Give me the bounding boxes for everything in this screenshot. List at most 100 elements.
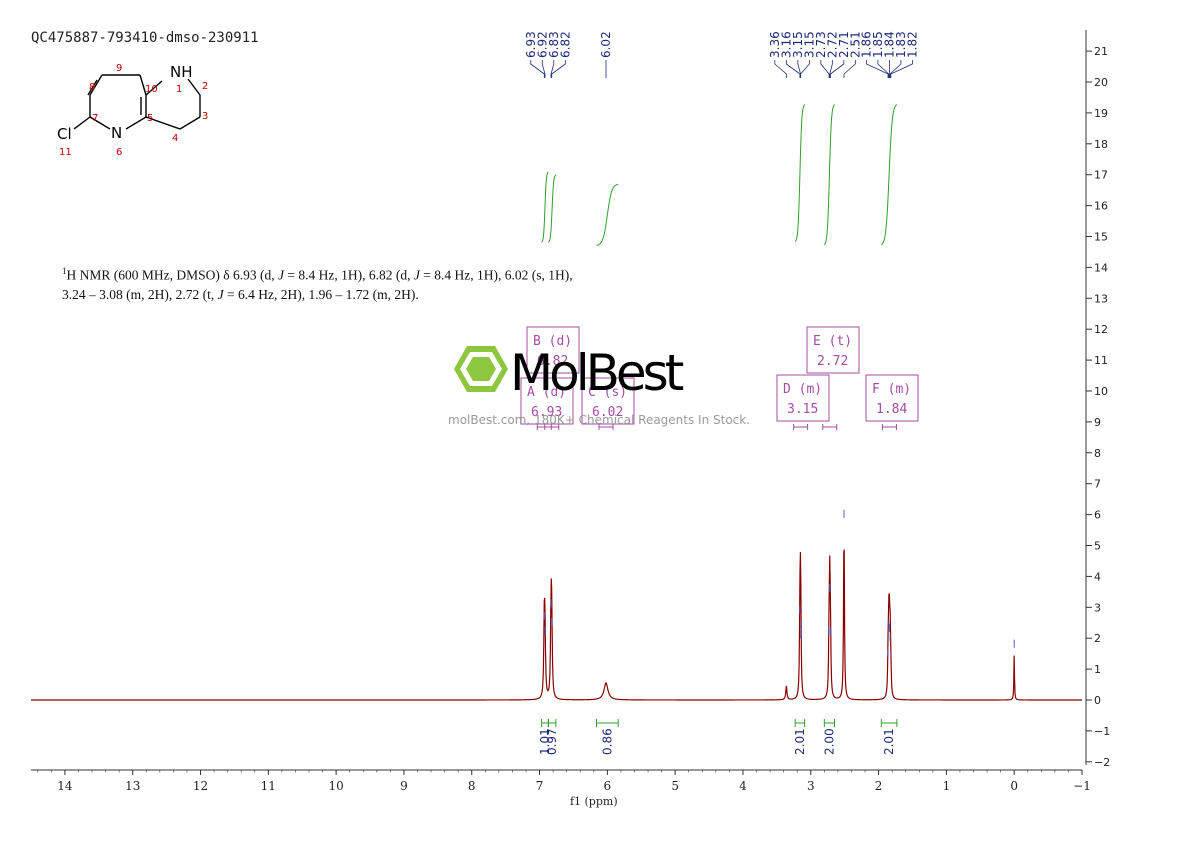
desc-part: 3.24 – 3.08 (m, 2H), 2.72 (t, — [62, 286, 218, 302]
nmr-description: 1H NMR (600 MHz, DMSO) δ 6.93 (d, J = 8.… — [62, 262, 642, 304]
y-tick-label: 1 — [1094, 663, 1101, 676]
watermark-tagline: molBest.com, 180K+ Chemical Reagents In … — [448, 413, 751, 427]
multiplet-shift: 6.82 — [537, 354, 568, 369]
desc-part: H NMR (600 MHz, DMSO) δ 6.93 (d, — [66, 267, 278, 283]
integral-curve — [548, 174, 557, 243]
atom-n: N — [111, 124, 122, 142]
x-tick-label: 4 — [739, 779, 747, 793]
bond — [179, 116, 201, 130]
x-tick-label: 0 — [1010, 779, 1018, 793]
peak-connector — [550, 60, 555, 78]
integral-value: 1.01 — [538, 728, 552, 755]
x-tick-label: 11 — [261, 779, 276, 793]
y-tick-label: −1 — [1094, 725, 1110, 738]
integral-curve — [823, 104, 835, 246]
x-axis-label: f1 (ppm) — [570, 795, 618, 808]
molbest-logo-icon — [454, 346, 508, 392]
multiplet-label: C (s) — [588, 385, 627, 400]
atom-number: 2 — [202, 81, 208, 92]
peak-connector — [877, 60, 890, 78]
multiplet-label: F (m) — [872, 382, 911, 397]
x-tick-label: 3 — [807, 779, 815, 793]
y-tick-label: 13 — [1094, 292, 1108, 305]
integral-curve — [794, 104, 806, 243]
x-tick-label: 1 — [943, 779, 951, 793]
peak-label: 3.15 — [802, 31, 816, 58]
y-tick-label: 19 — [1094, 107, 1108, 120]
atom-number: 4 — [172, 133, 178, 144]
atom-number: 10 — [145, 84, 158, 95]
integral-value: 0.86 — [600, 728, 614, 755]
watermark-logo-text: MolBest — [510, 344, 684, 402]
bond — [139, 74, 147, 96]
y-tick-label: 11 — [1094, 354, 1108, 367]
y-tick-label: 16 — [1094, 200, 1108, 213]
multiplet-shift: 3.15 — [787, 402, 818, 417]
peak-connector — [541, 60, 546, 78]
peak-connector — [830, 60, 845, 78]
peak-label: 3.15 — [791, 31, 805, 58]
bond — [73, 116, 91, 130]
peak-connector — [829, 60, 833, 78]
multiplet-label: D (m) — [783, 382, 822, 397]
peak-connector — [890, 60, 913, 78]
bond — [89, 116, 111, 130]
spectrum-line — [31, 549, 1082, 701]
y-tick-label: 2 — [1094, 632, 1101, 645]
multiplet-box — [806, 326, 860, 374]
peak-connector — [889, 60, 902, 78]
multiplet-label: B (d) — [533, 334, 572, 349]
peak-connector — [866, 60, 889, 78]
coupling-j: J — [413, 267, 420, 283]
y-tick-label: 12 — [1094, 323, 1108, 336]
atom-number: 5 — [147, 113, 153, 124]
y-tick-label: 6 — [1094, 509, 1101, 522]
peak-label: 2.72 — [825, 31, 839, 58]
bond — [145, 80, 163, 96]
peak-label: 2.73 — [814, 31, 828, 58]
x-tick-label: 14 — [57, 779, 73, 793]
multiplet-shift: 6.02 — [592, 405, 623, 420]
bond — [125, 116, 147, 130]
peak-label: 1.82 — [905, 31, 919, 58]
atom-number: 8 — [89, 82, 95, 93]
y-tick-label: 8 — [1094, 447, 1101, 460]
multiplet-box — [776, 374, 830, 422]
bond — [87, 79, 98, 96]
x-tick-label: 10 — [328, 779, 343, 793]
multiplet-shift: 6.93 — [531, 405, 562, 420]
atom-number: 3 — [202, 111, 208, 122]
peak-connector — [843, 60, 856, 78]
peak-label: 6.82 — [558, 31, 572, 58]
peak-label: 3.36 — [768, 31, 782, 58]
atom-cl: Cl — [57, 125, 72, 143]
x-tick-label: 8 — [468, 779, 476, 793]
peak-connector — [820, 60, 830, 78]
desc-part: = 8.4 Hz, 1H), 6.82 (d, — [284, 267, 414, 283]
y-tick-label: 0 — [1094, 694, 1101, 707]
peak-label: 6.92 — [535, 31, 549, 58]
multiplet-shift: 1.84 — [876, 402, 907, 417]
y-tick-label: 14 — [1094, 261, 1108, 274]
y-tick-label: 10 — [1094, 385, 1108, 398]
x-tick-label: 13 — [125, 779, 140, 793]
multiplet-label: A (d) — [527, 385, 566, 400]
atom-nh: NH — [170, 63, 193, 81]
integral-curve — [541, 171, 549, 243]
y-tick-label: 20 — [1094, 76, 1108, 89]
x-tick-label: 6 — [604, 779, 612, 793]
peak-label: 6.93 — [524, 31, 538, 58]
bond — [145, 116, 181, 130]
peak-label: 2.71 — [837, 31, 851, 58]
integral-curve — [596, 183, 619, 246]
peak-connector — [530, 60, 545, 78]
peak-label: 6.83 — [547, 31, 561, 58]
atom-number: 6 — [116, 147, 122, 158]
bond — [187, 78, 201, 96]
y-tick-label: −2 — [1094, 756, 1110, 769]
x-tick-label: 5 — [671, 779, 679, 793]
peak-label: 1.85 — [871, 31, 885, 58]
peak-connector — [785, 60, 801, 78]
coupling-j: J — [278, 267, 284, 283]
